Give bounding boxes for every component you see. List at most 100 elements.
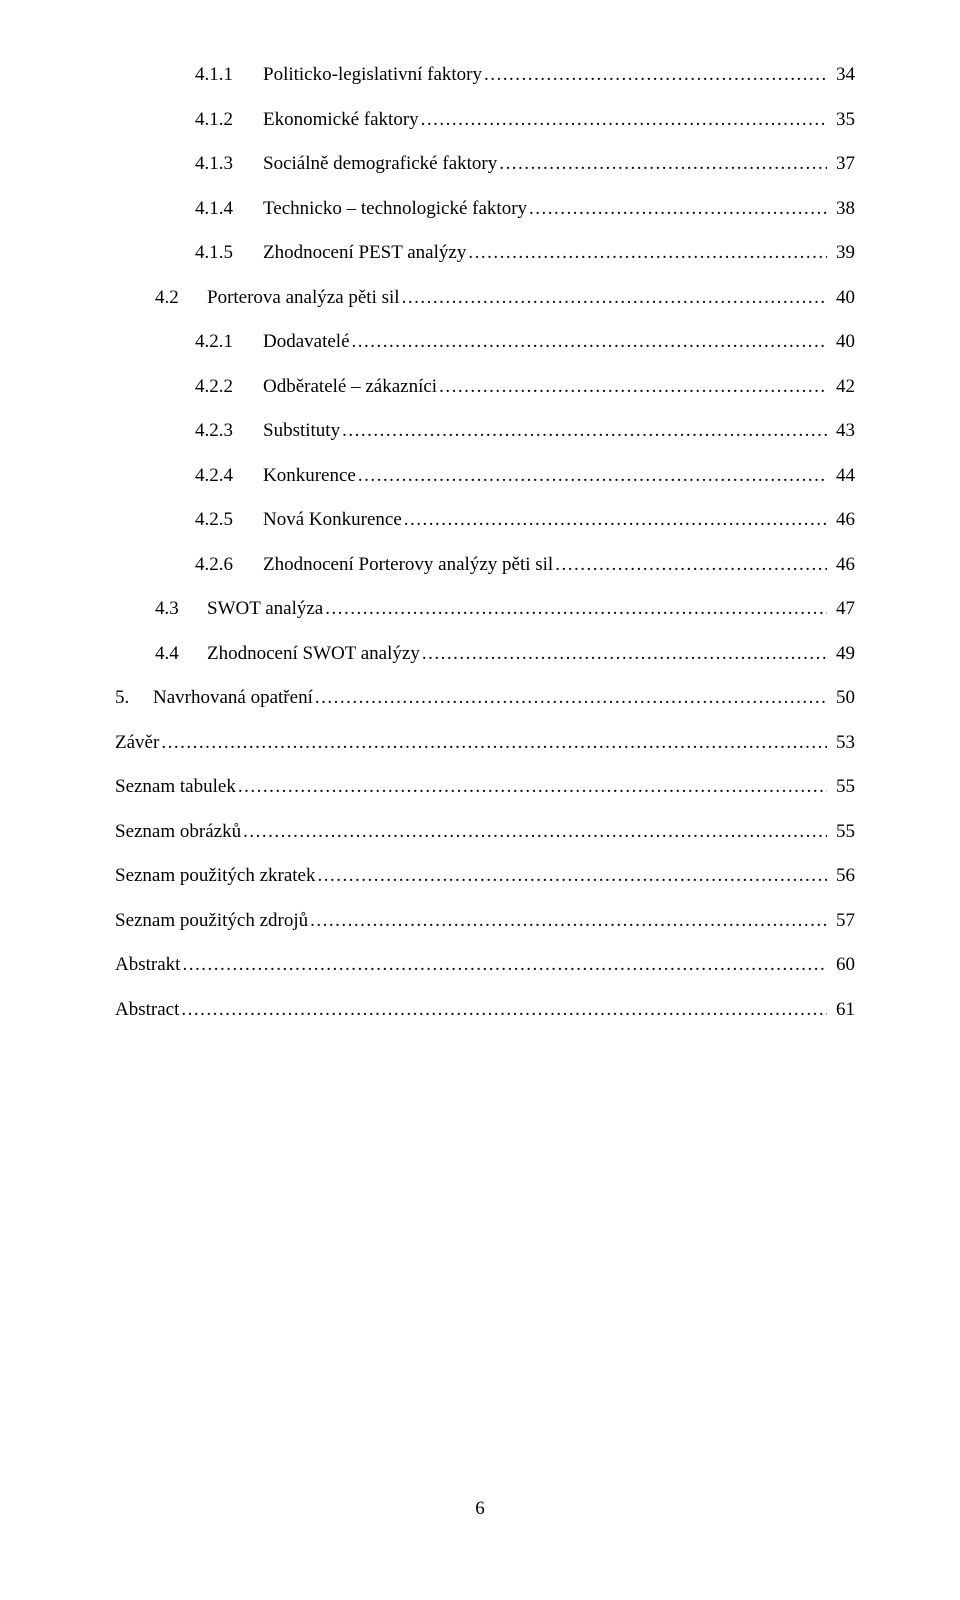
toc-entry-title: Technicko – technologické faktory [263, 199, 527, 218]
toc-entry-page: 53 [831, 733, 855, 752]
toc-dot-leader [404, 510, 827, 529]
toc-entry: Seznam obrázků 55 [115, 822, 855, 841]
toc-entry-number: 4.2.3 [195, 421, 263, 440]
toc-entry-title: Sociálně demografické faktory [263, 154, 497, 173]
toc-entry-number: 4.1.1 [195, 65, 263, 84]
toc-entry-number: 4.4 [155, 644, 207, 663]
toc-entry: 4.1.1Politicko-legislativní faktory 34 [115, 65, 855, 84]
toc-entry-page: 46 [831, 510, 855, 529]
toc-entry: Závěr 53 [115, 733, 855, 752]
toc-entry-number: 4.2.6 [195, 555, 263, 574]
toc-entry-page: 40 [831, 332, 855, 351]
toc-entry-title: Navrhovaná opatření [153, 688, 313, 707]
toc-entry-page: 61 [831, 1000, 855, 1019]
document-page: 4.1.1Politicko-legislativní faktory344.1… [0, 0, 960, 1600]
toc-entry-title: SWOT analýza [207, 599, 323, 618]
toc-entry: Abstract61 [115, 1000, 855, 1019]
toc-entry-title: Politicko-legislativní faktory [263, 65, 482, 84]
toc-entry-page: 55 [831, 777, 855, 796]
toc-dot-leader [439, 377, 827, 396]
toc-dot-leader [181, 1000, 827, 1019]
toc-entry-title: Konkurence [263, 466, 356, 485]
toc-dot-leader [422, 644, 827, 663]
toc-entry-page: 44 [831, 466, 855, 485]
toc-entry-page: 49 [831, 644, 855, 663]
toc-entry-number: 4.1.3 [195, 154, 263, 173]
toc-dot-leader [421, 110, 827, 129]
toc-entry-page: 47 [831, 599, 855, 618]
toc-entry: 4.2.2Odběratelé – zákazníci 42 [115, 377, 855, 396]
toc-dot-leader [317, 866, 827, 885]
toc-entry: 4.2Porterova analýza pěti sil 40 [115, 288, 855, 307]
page-number: 6 [0, 1498, 960, 1520]
toc-entry-page: 55 [831, 822, 855, 841]
toc-entry-page: 37 [831, 154, 855, 173]
toc-entry: 4.1.5Zhodnocení PEST analýzy 39 [115, 243, 855, 262]
toc-dot-leader [358, 466, 827, 485]
toc-entry: 4.2.5Nová Konkurence46 [115, 510, 855, 529]
toc-dot-leader [402, 288, 827, 307]
toc-entry: 4.1.4Technicko – technologické faktory 38 [115, 199, 855, 218]
toc-entry-page: 39 [831, 243, 855, 262]
toc-entry-title: Seznam použitých zkratek [115, 866, 315, 885]
toc-dot-leader [238, 777, 827, 796]
toc-dot-leader [468, 243, 827, 262]
toc-dot-leader [555, 555, 827, 574]
toc-entry-title: Seznam použitých zdrojů [115, 911, 308, 930]
toc-entry-page: 35 [831, 110, 855, 129]
toc-entry-title: Seznam obrázků [115, 822, 241, 841]
toc-entry-title: Závěr [115, 733, 159, 752]
table-of-contents: 4.1.1Politicko-legislativní faktory344.1… [115, 65, 855, 1019]
toc-dot-leader [352, 332, 827, 351]
toc-entry: Seznam tabulek 55 [115, 777, 855, 796]
toc-entry: Seznam použitých zkratek 56 [115, 866, 855, 885]
toc-entry: 5.Navrhovaná opatření 50 [115, 688, 855, 707]
toc-entry: 4.4Zhodnocení SWOT analýzy49 [115, 644, 855, 663]
toc-entry-number: 4.3 [155, 599, 207, 618]
toc-entry: 4.2.1Dodavatelé 40 [115, 332, 855, 351]
toc-entry-page: 40 [831, 288, 855, 307]
toc-dot-leader [529, 199, 827, 218]
toc-dot-leader [315, 688, 827, 707]
toc-entry-title: Porterova analýza pěti sil [207, 288, 400, 307]
toc-entry: 4.2.4Konkurence 44 [115, 466, 855, 485]
toc-entry-number: 4.2.5 [195, 510, 263, 529]
toc-entry-page: 38 [831, 199, 855, 218]
toc-dot-leader [342, 421, 827, 440]
toc-entry-page: 42 [831, 377, 855, 396]
toc-entry-page: 60 [831, 955, 855, 974]
toc-dot-leader [161, 733, 827, 752]
toc-entry: 4.1.2Ekonomické faktory 35 [115, 110, 855, 129]
toc-dot-leader [243, 822, 827, 841]
toc-entry-title: Zhodnocení Porterovy analýzy pěti sil [263, 555, 553, 574]
toc-entry-number: 4.1.5 [195, 243, 263, 262]
toc-entry-page: 57 [831, 911, 855, 930]
toc-entry: 4.3SWOT analýza 47 [115, 599, 855, 618]
toc-entry-title: Odběratelé – zákazníci [263, 377, 437, 396]
toc-dot-leader [182, 955, 827, 974]
toc-entry-number: 4.2.1 [195, 332, 263, 351]
toc-entry: 4.2.3Substituty43 [115, 421, 855, 440]
toc-entry-title: Abstrakt [115, 955, 180, 974]
toc-entry-title: Dodavatelé [263, 332, 350, 351]
toc-dot-leader [499, 154, 827, 173]
toc-entry-page: 34 [831, 65, 855, 84]
toc-dot-leader [310, 911, 827, 930]
toc-dot-leader [484, 65, 827, 84]
toc-entry-page: 46 [831, 555, 855, 574]
toc-entry-title: Zhodnocení PEST analýzy [263, 243, 466, 262]
toc-entry: Seznam použitých zdrojů 57 [115, 911, 855, 930]
toc-entry-page: 43 [831, 421, 855, 440]
toc-entry-number: 4.2 [155, 288, 207, 307]
toc-dot-leader [325, 599, 827, 618]
toc-entry-title: Ekonomické faktory [263, 110, 419, 129]
toc-entry-number: 4.2.4 [195, 466, 263, 485]
toc-entry-page: 56 [831, 866, 855, 885]
toc-entry-number: 4.1.4 [195, 199, 263, 218]
toc-entry-number: 4.1.2 [195, 110, 263, 129]
toc-entry-number: 4.2.2 [195, 377, 263, 396]
toc-entry-number: 5. [115, 688, 153, 707]
toc-entry-page: 50 [831, 688, 855, 707]
toc-entry-title: Seznam tabulek [115, 777, 236, 796]
toc-entry: 4.2.6Zhodnocení Porterovy analýzy pěti s… [115, 555, 855, 574]
